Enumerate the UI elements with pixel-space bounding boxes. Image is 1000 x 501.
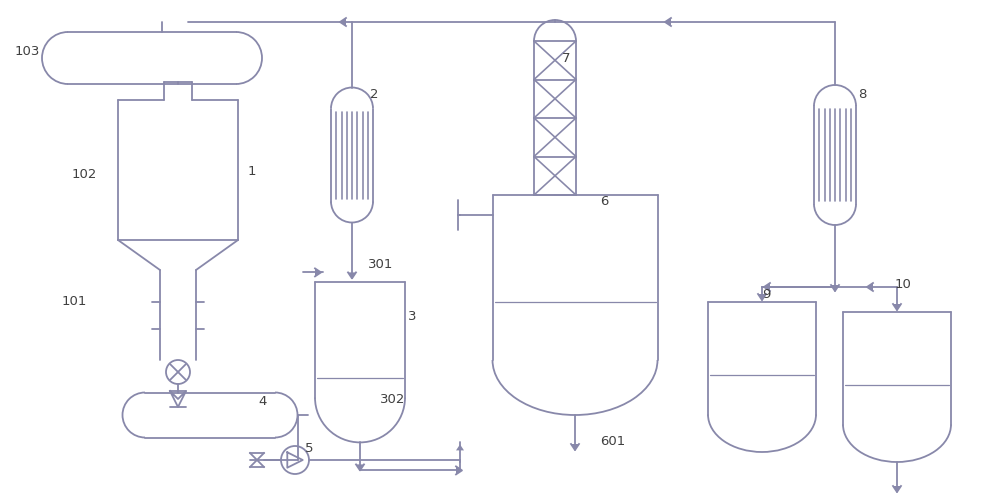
Polygon shape [893, 304, 901, 310]
Text: 7: 7 [562, 52, 570, 65]
Text: 10: 10 [895, 278, 912, 291]
Polygon shape [831, 285, 839, 291]
Text: 2: 2 [370, 88, 378, 101]
Polygon shape [764, 283, 770, 291]
Text: 9: 9 [762, 288, 770, 301]
Text: 103: 103 [15, 45, 40, 58]
Polygon shape [456, 444, 464, 450]
Polygon shape [340, 18, 346, 26]
Text: 4: 4 [258, 395, 266, 408]
Polygon shape [893, 486, 901, 492]
Polygon shape [758, 294, 766, 300]
Polygon shape [348, 273, 356, 279]
Text: 102: 102 [72, 168, 97, 181]
Polygon shape [315, 269, 321, 277]
Text: 301: 301 [368, 258, 393, 271]
Polygon shape [665, 18, 671, 26]
Text: 101: 101 [62, 295, 87, 308]
Text: 302: 302 [380, 393, 405, 406]
Polygon shape [571, 444, 579, 450]
Text: 601: 601 [600, 435, 625, 448]
Polygon shape [456, 466, 462, 474]
Text: 8: 8 [858, 88, 866, 101]
Polygon shape [867, 283, 873, 291]
Text: 5: 5 [305, 442, 314, 455]
Text: 6: 6 [600, 195, 608, 208]
Polygon shape [356, 464, 364, 470]
Text: 3: 3 [408, 310, 416, 323]
Text: 1: 1 [248, 165, 256, 178]
